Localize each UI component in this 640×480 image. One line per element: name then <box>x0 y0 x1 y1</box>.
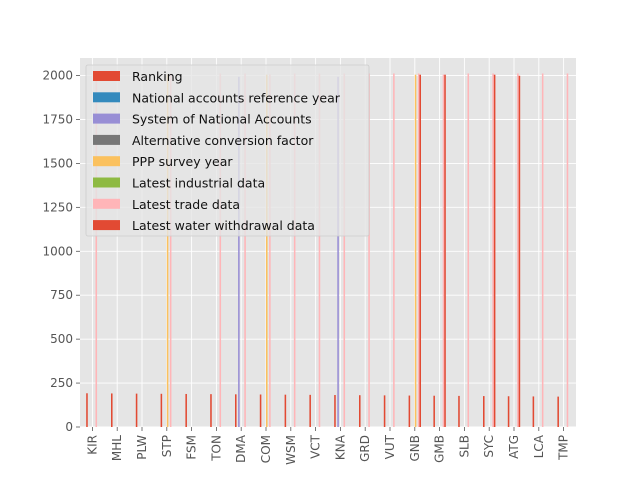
x-tick-label: FSM <box>185 435 199 460</box>
x-tick-label: GRD <box>358 435 372 462</box>
bar <box>467 73 470 427</box>
x-tick-label: PLW <box>135 435 149 460</box>
x-tick-label: TON <box>209 435 223 462</box>
bar <box>419 74 421 427</box>
bar <box>518 75 521 428</box>
y-tick-label: 250 <box>50 376 73 390</box>
bar <box>414 74 417 427</box>
legend-label: Latest water withdrawal data <box>132 218 315 233</box>
bar <box>541 73 544 427</box>
bar <box>235 394 237 427</box>
bar <box>507 396 510 427</box>
bar <box>219 73 222 427</box>
bar <box>532 396 535 427</box>
bar <box>337 76 339 428</box>
legend-label: Latest trade data <box>132 197 240 212</box>
y-tick-label: 500 <box>50 332 73 346</box>
bar <box>566 73 569 427</box>
bar <box>343 73 346 427</box>
bar <box>458 395 460 427</box>
bar <box>493 74 496 427</box>
bar <box>135 393 138 427</box>
bar <box>269 74 271 427</box>
legend-label: Ranking <box>132 69 183 84</box>
y-tick-label: 750 <box>50 288 73 302</box>
legend-swatch <box>93 220 120 231</box>
bar <box>442 74 445 427</box>
bar <box>334 395 336 427</box>
legend-swatch <box>93 177 120 188</box>
y-tick-label: 2000 <box>42 69 73 83</box>
bar <box>210 394 212 427</box>
x-tick-label: LCA <box>532 434 546 458</box>
bar <box>557 396 559 427</box>
x-tick-label: DMA <box>234 434 248 463</box>
x-tick-label: GNB <box>408 435 422 462</box>
bar <box>166 74 169 427</box>
bar <box>169 73 172 428</box>
y-tick-label: 1500 <box>42 156 73 170</box>
bar <box>359 395 361 427</box>
bar <box>417 73 420 427</box>
x-tick-label: VUT <box>383 434 397 459</box>
x-tick-label: SLB <box>457 435 471 458</box>
bar <box>266 74 268 427</box>
x-tick-label: MHL <box>110 435 124 461</box>
x-tick-label: ATG <box>507 435 521 459</box>
x-tick-label: KIR <box>85 435 99 455</box>
legend-label: Latest industrial data <box>132 176 265 191</box>
y-tick-label: 1750 <box>42 113 73 127</box>
legend-swatch <box>93 134 120 145</box>
x-tick-label: SYC <box>482 435 496 458</box>
bar <box>244 73 246 427</box>
bar <box>160 393 163 427</box>
y-tick-label: 0 <box>65 420 73 434</box>
bar <box>393 73 395 427</box>
y-tick-label: 1000 <box>42 244 73 258</box>
bar <box>95 73 98 427</box>
bar <box>383 395 386 427</box>
bar <box>185 393 187 427</box>
bar <box>318 73 321 427</box>
legend-label: System of National Accounts <box>132 112 312 127</box>
x-tick-label: VCT <box>309 434 323 459</box>
x-tick-label: TMP <box>557 435 571 461</box>
bar <box>444 74 446 427</box>
bar <box>433 395 435 427</box>
bar <box>293 73 296 427</box>
bar <box>284 394 287 427</box>
legend-label: Alternative conversion factor <box>132 133 314 148</box>
legend-swatch <box>93 198 120 209</box>
legend-label: PPP survey year <box>132 154 233 169</box>
x-axis-ticks: KIR MHL PLW STP FSM TON DMA COM WSM VCT KNA GRD VUT G… <box>85 427 571 465</box>
bar <box>259 394 262 427</box>
legend-label: National accounts reference year <box>132 90 341 105</box>
y-axis-ticks: 0 250 500 750 1000 1250 1500 1750 2000 <box>42 69 80 434</box>
bar <box>368 73 370 427</box>
y-tick-label: 1250 <box>42 200 73 214</box>
legend-swatch <box>93 92 120 103</box>
bar <box>483 396 485 427</box>
legend-box <box>85 64 370 237</box>
legend: Ranking National accounts reference year S… <box>85 64 370 237</box>
bar <box>111 393 113 427</box>
bar <box>309 394 311 427</box>
bar <box>86 393 88 427</box>
legend-swatch <box>93 71 120 81</box>
bar <box>408 395 411 427</box>
x-tick-label: GMB <box>433 435 447 463</box>
bar <box>238 76 240 428</box>
x-tick-label: KNA <box>333 434 347 460</box>
bar <box>492 73 494 427</box>
bars-group <box>86 73 569 428</box>
bar <box>517 73 519 427</box>
x-tick-label: WSM <box>284 435 298 465</box>
legend-swatch <box>93 156 120 167</box>
legend-swatch <box>93 113 120 124</box>
x-tick-label: COM <box>259 435 273 463</box>
x-tick-label: STP <box>160 435 174 457</box>
